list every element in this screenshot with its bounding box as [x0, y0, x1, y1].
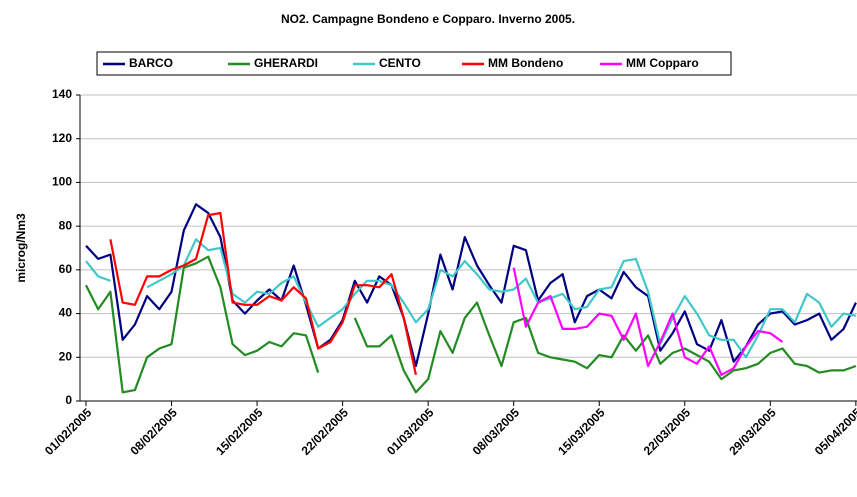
legend-label: CENTO [379, 56, 421, 70]
series-line [85, 255, 857, 394]
y-tick-label: 80 [59, 218, 73, 232]
y-tick-label: 140 [52, 87, 72, 101]
legend-label: MM Copparo [626, 56, 699, 70]
y-tick-label: 20 [59, 349, 73, 363]
x-tick-label: 29/03/2005 [726, 405, 779, 458]
x-tick-label: 22/03/2005 [641, 405, 694, 458]
x-tick-label: 15/02/2005 [213, 405, 266, 458]
series-line [85, 238, 857, 359]
x-tick-label: 15/03/2005 [555, 405, 608, 458]
chart-title: NO2. Campagne Bondeno e Copparo. Inverno… [281, 12, 575, 26]
x-tick-label: 01/02/2005 [42, 405, 95, 458]
series-line [512, 267, 784, 376]
y-tick-label: 100 [52, 175, 72, 189]
y-axis-label: microg/Nm3 [14, 213, 28, 283]
legend-box [96, 51, 732, 76]
legend-label: MM Bondeno [488, 56, 563, 70]
y-tick-label: 120 [52, 131, 72, 145]
x-tick-label: 01/03/2005 [384, 405, 437, 458]
series-line [85, 203, 857, 368]
y-tick-label: 0 [65, 393, 72, 407]
x-tick-label: 22/02/2005 [299, 405, 352, 458]
x-tick-label: 08/03/2005 [470, 405, 523, 458]
legend-label: BARCO [129, 56, 173, 70]
x-tick-label: 05/04/2005 [812, 405, 857, 458]
y-tick-label: 60 [59, 262, 73, 276]
x-tick-label: 08/02/2005 [128, 405, 181, 458]
y-tick-label: 40 [59, 306, 73, 320]
series-line [109, 211, 417, 376]
legend-label: GHERARDI [254, 56, 318, 70]
